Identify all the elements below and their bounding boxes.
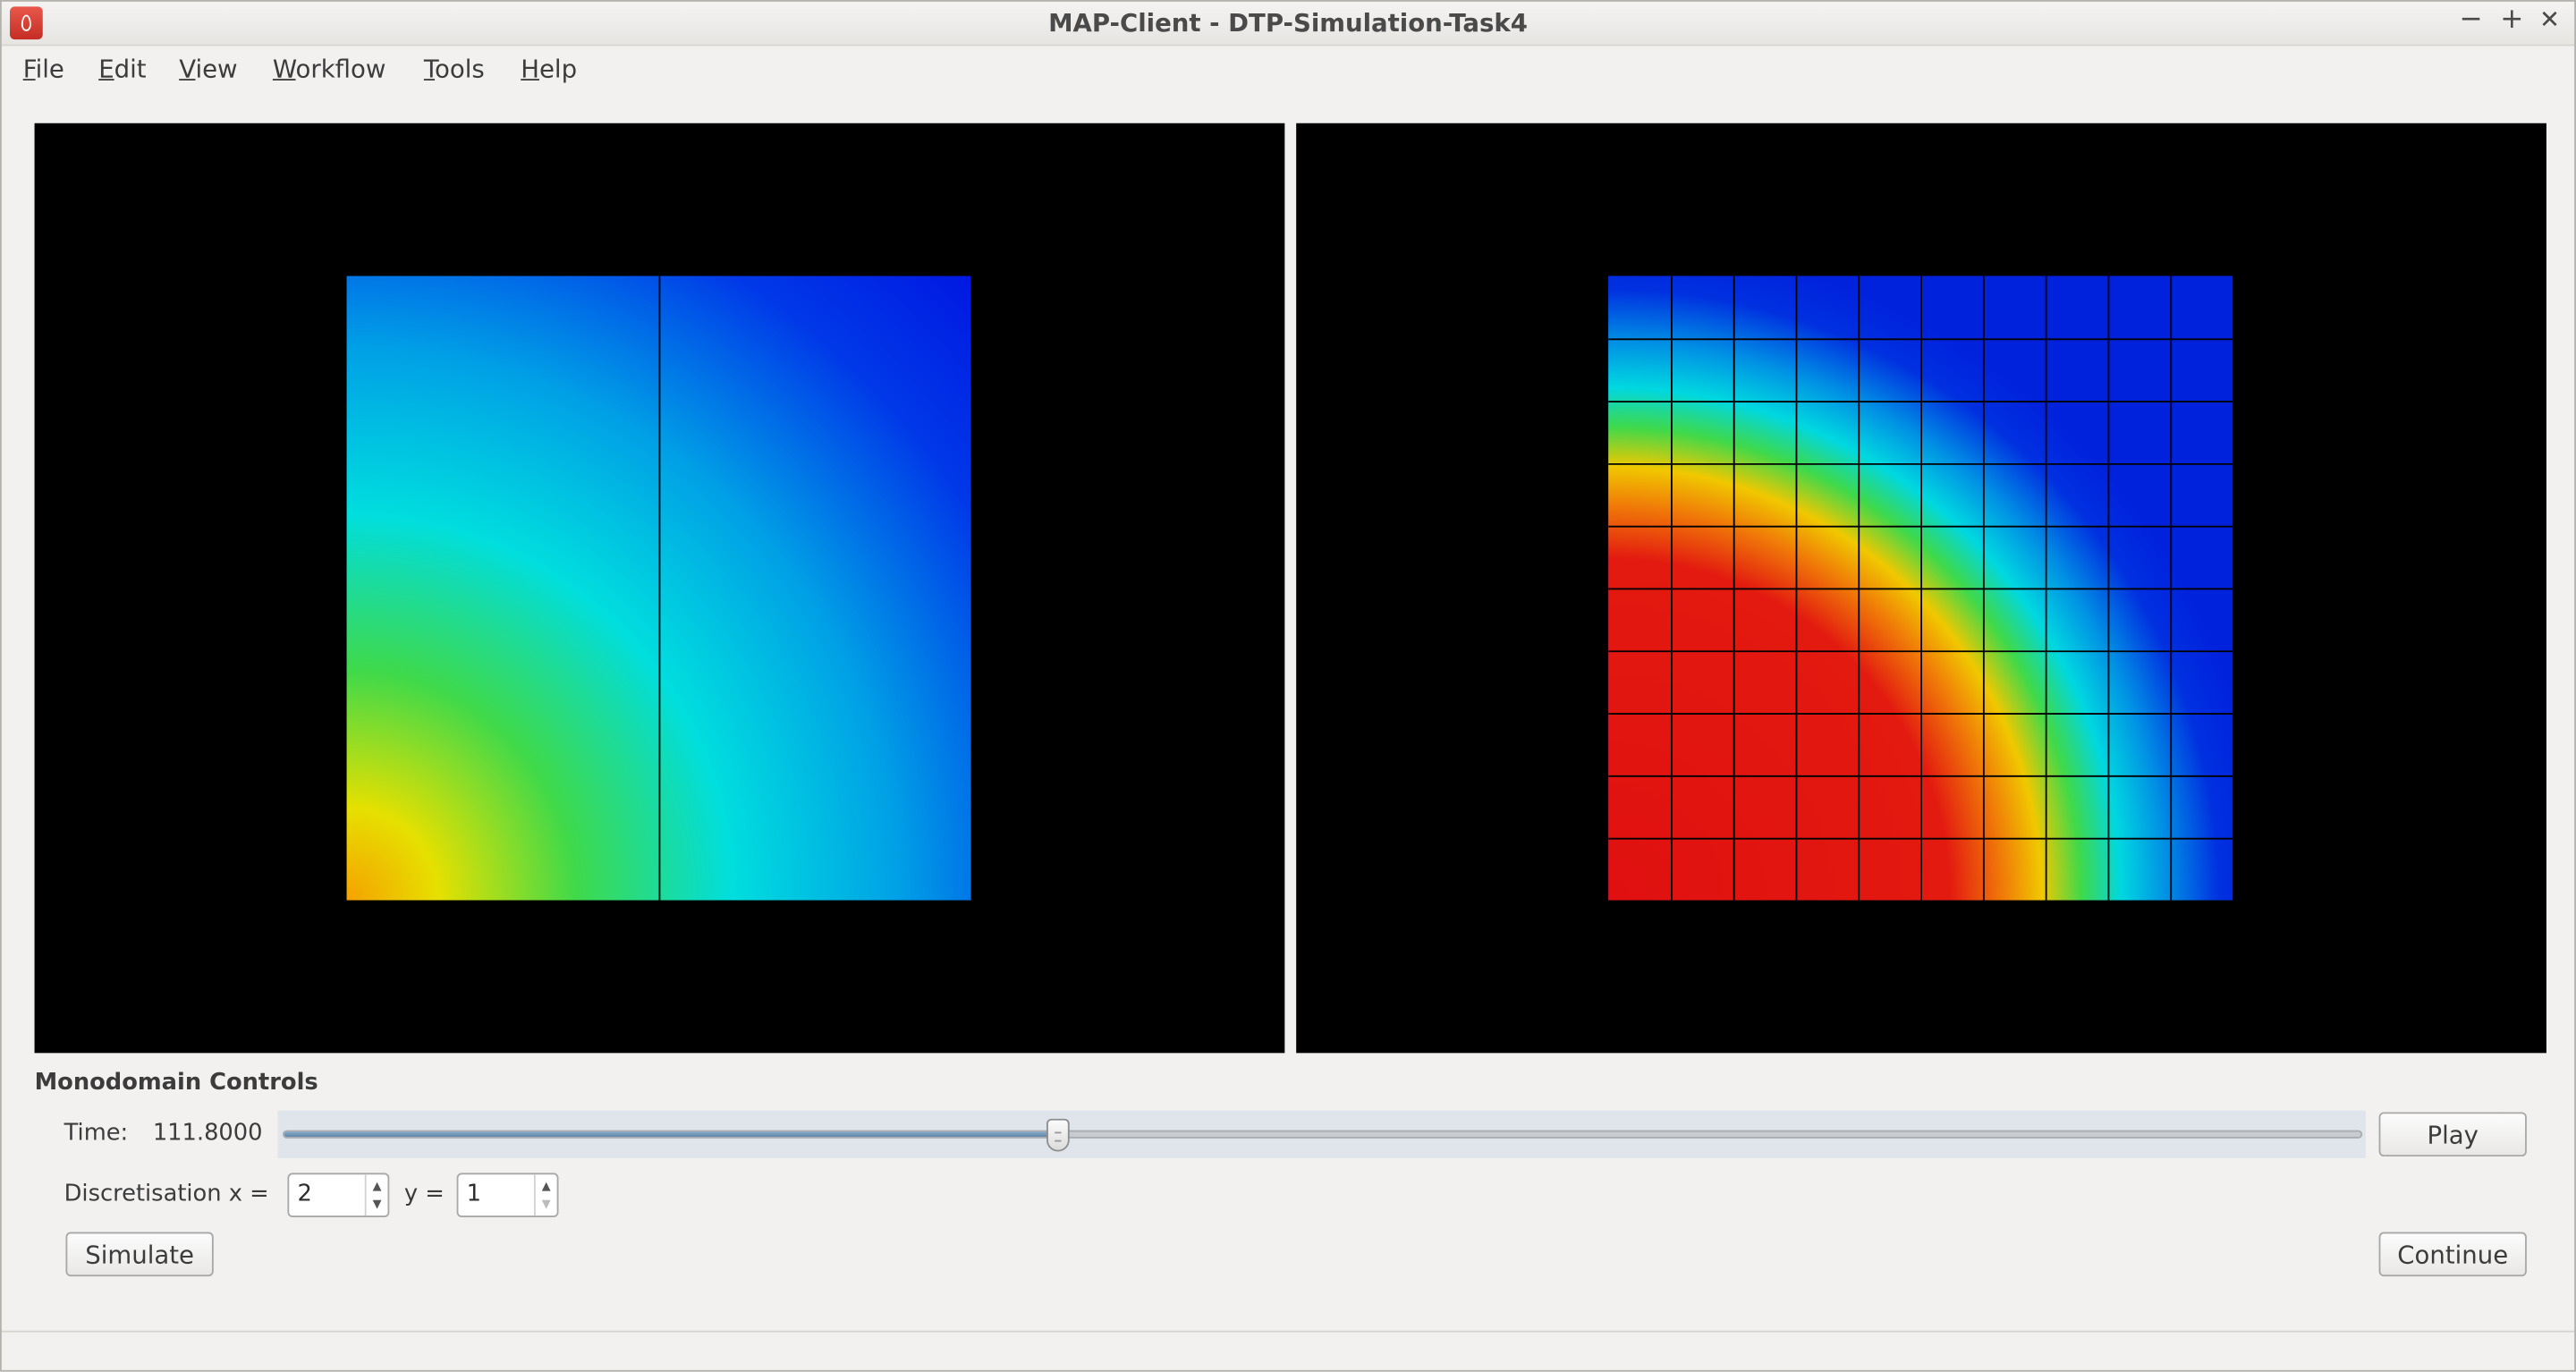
minimize-icon[interactable]: − [2459,3,2483,37]
menu-tools[interactable]: Tools [423,54,485,84]
mesh-right [1608,275,2233,901]
time-label: Time: [64,1120,129,1148]
mesh-left [346,275,971,901]
continue-button[interactable]: Continue [2378,1232,2527,1277]
time-slider-handle[interactable] [1046,1118,1071,1152]
close-icon[interactable]: ✕ [2539,4,2561,35]
menu-help[interactable]: Help [521,54,578,84]
scene-viewport-left[interactable] [34,123,1285,1054]
time-slider-track[interactable] [282,1130,2363,1139]
menu-workflow[interactable]: Workflow [272,54,386,84]
app-icon [10,6,43,40]
time-value: 111.8000 [152,1120,263,1148]
spin-down-icon[interactable]: ▼ [372,1197,382,1211]
menu-edit[interactable]: Edit [98,54,147,84]
discretisation-y-label: y = [403,1181,445,1207]
maximize-icon[interactable]: + [2500,3,2524,37]
discretisation-y-spinbox[interactable]: 1 ▲ ▼ [456,1173,559,1218]
discretisation-x-label: Discretisation x = [64,1181,269,1207]
menu-file[interactable]: File [22,54,64,84]
menu-bar: File Edit View Workflow Tools Help [0,46,2576,92]
time-slider[interactable] [277,1110,2366,1158]
spin-up-icon[interactable]: ▲ [541,1179,551,1193]
simulate-button[interactable]: Simulate [65,1232,214,1277]
discretisation-x-value[interactable]: 2 [297,1181,312,1207]
window-title: MAP-Client - DTP-Simulation-Task4 [1048,8,1528,38]
status-bar [0,1330,2576,1372]
controls-group-title: Monodomain Controls [34,1069,318,1097]
scene-viewport-right[interactable] [1296,123,2546,1054]
menu-view[interactable]: View [179,54,238,84]
discretisation-y-value[interactable]: 1 [466,1181,482,1207]
spin-down-icon[interactable]: ▼ [541,1197,551,1211]
time-slider-fill [284,1131,1059,1138]
spin-up-icon[interactable]: ▲ [372,1179,382,1193]
discretisation-x-spinbox[interactable]: 2 ▲ ▼ [287,1173,390,1218]
title-bar[interactable]: MAP-Client - DTP-Simulation-Task4 − + ✕ [0,0,2576,47]
play-button[interactable]: Play [2378,1112,2527,1157]
